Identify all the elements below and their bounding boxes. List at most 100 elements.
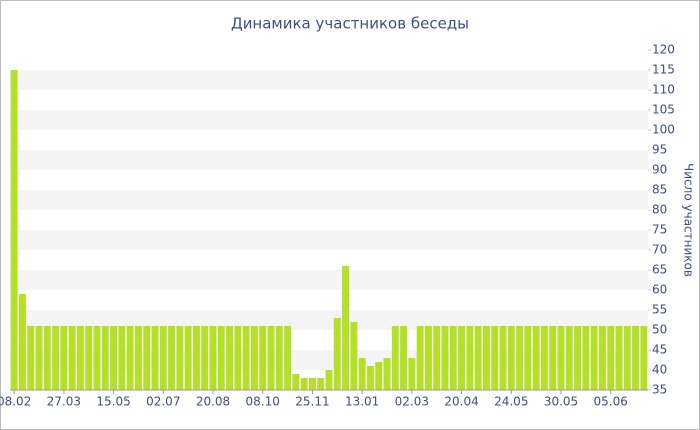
bar [60, 326, 68, 390]
y-tick-label: 95 [652, 143, 667, 157]
bar [433, 326, 441, 390]
bar [358, 358, 366, 390]
bar [607, 326, 615, 390]
bar [27, 326, 35, 390]
bar [424, 326, 432, 390]
bar [168, 326, 176, 390]
bar [507, 326, 515, 390]
bar [482, 326, 490, 390]
bar [126, 326, 134, 390]
x-tick-label: 02.07 [146, 395, 180, 409]
bar [598, 326, 606, 390]
bar [441, 326, 449, 390]
bar [143, 326, 151, 390]
bar [68, 326, 76, 390]
y-tick-label: 45 [652, 343, 667, 357]
bar [52, 326, 60, 390]
bar [516, 326, 524, 390]
bar [491, 326, 499, 390]
x-tick-label: 24.05 [494, 395, 528, 409]
bar [458, 326, 466, 390]
bar [85, 326, 93, 390]
bar [134, 326, 142, 390]
bar [540, 326, 548, 390]
bar [18, 294, 26, 390]
bar [466, 326, 474, 390]
bar [524, 326, 532, 390]
bar [416, 326, 424, 390]
bar [532, 326, 540, 390]
grid-band [10, 110, 648, 130]
y-tick-label: 40 [652, 363, 667, 377]
x-tick-label: 27.03 [47, 395, 81, 409]
bar [267, 326, 275, 390]
bar [110, 326, 118, 390]
bar [383, 358, 391, 390]
bar [217, 326, 225, 390]
bar [325, 370, 333, 390]
bar [201, 326, 209, 390]
y-tick-label: 60 [652, 283, 667, 297]
y-axis-title: Число участников [682, 163, 696, 277]
y-tick-label: 110 [652, 83, 675, 97]
grid-band [10, 150, 648, 170]
bar [574, 326, 582, 390]
x-tick-label: 20.08 [196, 395, 230, 409]
bar [118, 326, 126, 390]
x-tick-label: 20.04 [444, 395, 478, 409]
bar [615, 326, 623, 390]
bar [192, 326, 200, 390]
grid-band [10, 190, 648, 210]
bar [35, 326, 43, 390]
bar [366, 366, 374, 390]
y-tick-label: 120 [652, 43, 675, 57]
y-tick-label: 85 [652, 183, 667, 197]
bar [275, 326, 283, 390]
y-tick-label: 35 [652, 383, 667, 397]
y-tick-label: 50 [652, 323, 667, 337]
bar [250, 326, 258, 390]
bar [226, 326, 234, 390]
bar [159, 326, 167, 390]
x-tick-label: 08.02 [0, 395, 31, 409]
y-tick-label: 75 [652, 223, 667, 237]
bar [408, 358, 416, 390]
bar [234, 326, 242, 390]
y-tick-label: 115 [652, 63, 675, 77]
x-tick-label: 30.05 [544, 395, 578, 409]
bar [76, 326, 84, 390]
x-tick-label: 15.05 [96, 395, 130, 409]
bar [300, 378, 308, 390]
bar [623, 326, 631, 390]
bar [259, 326, 267, 390]
bar [284, 326, 292, 390]
bar [549, 326, 557, 390]
bar [151, 326, 159, 390]
bar [565, 326, 573, 390]
x-tick-label: 02.03 [395, 395, 429, 409]
bar [93, 326, 101, 390]
bar [242, 326, 250, 390]
chart-title: Динамика участников беседы [231, 15, 469, 33]
bar [10, 70, 18, 390]
bar [499, 326, 507, 390]
bar [350, 322, 358, 390]
grid-band [10, 310, 648, 330]
y-tick-label: 90 [652, 163, 667, 177]
bar [342, 266, 350, 390]
y-tick-label: 70 [652, 243, 667, 257]
x-tick-label: 25.11 [295, 395, 329, 409]
bar [209, 326, 217, 390]
y-tick-label: 80 [652, 203, 667, 217]
bar [474, 326, 482, 390]
bar [400, 326, 408, 390]
grid-band [10, 270, 648, 290]
bar [317, 378, 325, 390]
bar [557, 326, 565, 390]
grid-band [10, 70, 648, 90]
bar [176, 326, 184, 390]
bar [292, 374, 300, 390]
bar [391, 326, 399, 390]
bar [375, 362, 383, 390]
